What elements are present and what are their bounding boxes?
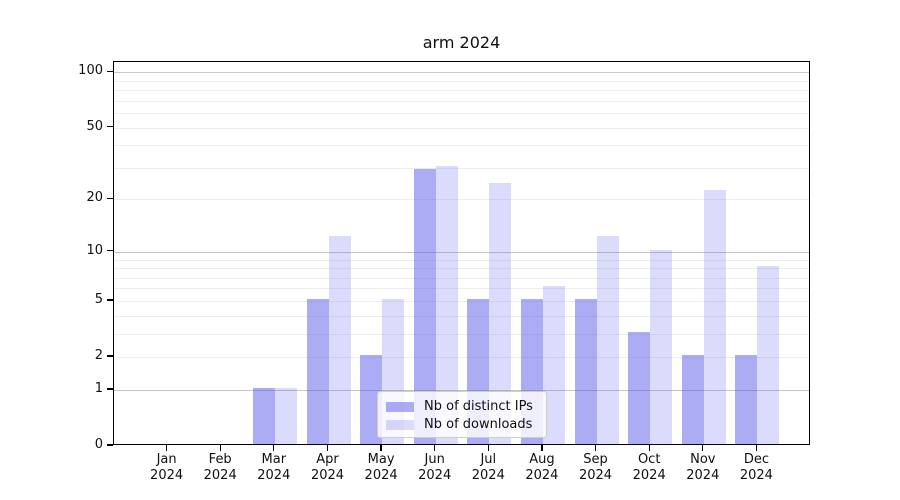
plot-area (113, 61, 810, 445)
x-tick-label: Aug 2024 (525, 452, 559, 483)
x-tick-mark (219, 445, 221, 451)
bar-downloads (650, 249, 673, 444)
x-tick-label: Nov 2024 (686, 452, 720, 483)
legend-swatch-distinct-ips-icon (386, 401, 414, 412)
bar-downloads (596, 236, 619, 444)
legend-label-distinct-ips: Nb of distinct IPs (424, 399, 533, 414)
x-tick-label: Oct 2024 (632, 452, 666, 483)
x-tick-label: Mar 2024 (257, 452, 291, 483)
x-tick-mark (326, 445, 329, 451)
legend-swatch-downloads-icon (386, 419, 414, 430)
gridline-minor (114, 315, 809, 317)
gridline-labeled (114, 127, 809, 129)
x-tick-label: Feb 2024 (203, 452, 237, 483)
gridline-labeled (114, 357, 809, 358)
x-tick-mark (434, 445, 436, 451)
x-tick-label: Dec 2024 (739, 452, 773, 483)
bar-downloads (542, 286, 565, 444)
x-tick-mark (702, 445, 704, 451)
x-tick-label: Apr 2024 (310, 452, 345, 483)
gridline-minor (114, 80, 809, 82)
x-tick-mark (755, 445, 758, 451)
y-tick-label: 1 (94, 380, 103, 396)
bar-downloads (489, 183, 512, 444)
y-tick-mark (107, 444, 113, 446)
gridline-labeled (114, 300, 809, 302)
y-tick-label: 20 (86, 190, 103, 206)
bar-distinct-ips (252, 387, 275, 444)
legend-entry-distinct-ips: Nb of distinct IPs (386, 398, 538, 415)
gridline-major (114, 251, 809, 253)
y-tick-label: 5 (94, 291, 103, 307)
y-tick-label: 100 (78, 63, 103, 79)
bar-distinct-ips (628, 331, 651, 444)
gridline-minor (114, 333, 809, 335)
x-tick-label: Sep 2024 (578, 452, 613, 483)
gridline-major (114, 72, 809, 74)
x-tick-mark (594, 445, 597, 451)
bar-distinct-ips (735, 355, 758, 444)
legend: Nb of distinct IPs Nb of downloads (377, 391, 547, 438)
y-tick-mark (107, 197, 113, 200)
y-tick-label: 50 (86, 118, 103, 134)
y-tick-label: 2 (94, 348, 103, 363)
chart-title: arm 2024 (422, 33, 501, 52)
gridline-labeled (114, 199, 809, 201)
x-tick-label: Jun 2024 (418, 452, 452, 483)
x-tick-label: May 2024 (364, 452, 398, 483)
y-tick-mark (107, 355, 113, 357)
bar-downloads (757, 266, 780, 444)
y-tick-mark (107, 125, 113, 128)
legend-entry-downloads: Nb of downloads (386, 416, 538, 433)
y-tick-mark (107, 250, 113, 252)
gridline-minor (114, 259, 809, 261)
x-tick-label: Jul 2024 (471, 452, 505, 483)
legend-label-downloads: Nb of downloads (424, 417, 533, 432)
bar-distinct-ips (574, 298, 597, 444)
bar-distinct-ips (413, 168, 436, 444)
gridline-major (114, 389, 809, 391)
x-tick-mark (165, 445, 168, 451)
x-tick-mark (648, 445, 650, 451)
bar-distinct-ips (360, 355, 383, 444)
bar-distinct-ips (681, 355, 704, 444)
y-tick-label: 10 (86, 242, 103, 258)
y-tick-label: 0 (94, 437, 103, 452)
gridline-minor (114, 113, 809, 114)
gridline-minor (114, 277, 809, 279)
y-tick-mark (107, 299, 113, 301)
x-tick-mark (380, 445, 382, 451)
gridline-minor (114, 288, 809, 290)
bar-downloads (328, 236, 351, 444)
x-tick-mark (487, 445, 489, 451)
gridline-minor (114, 167, 809, 169)
bar-downloads (274, 387, 297, 444)
bar-distinct-ips (306, 298, 329, 444)
y-tick-mark (107, 388, 113, 390)
gridline-minor (114, 90, 809, 91)
gridline-minor (114, 145, 809, 147)
bar-downloads (703, 190, 726, 444)
x-tick-label: Jan 2024 (150, 452, 184, 483)
y-tick-mark (107, 70, 113, 72)
gridline-minor (114, 268, 809, 269)
x-tick-mark (273, 445, 275, 451)
x-tick-mark (541, 445, 543, 451)
gridline-minor (114, 100, 809, 102)
bar-downloads (435, 165, 458, 444)
